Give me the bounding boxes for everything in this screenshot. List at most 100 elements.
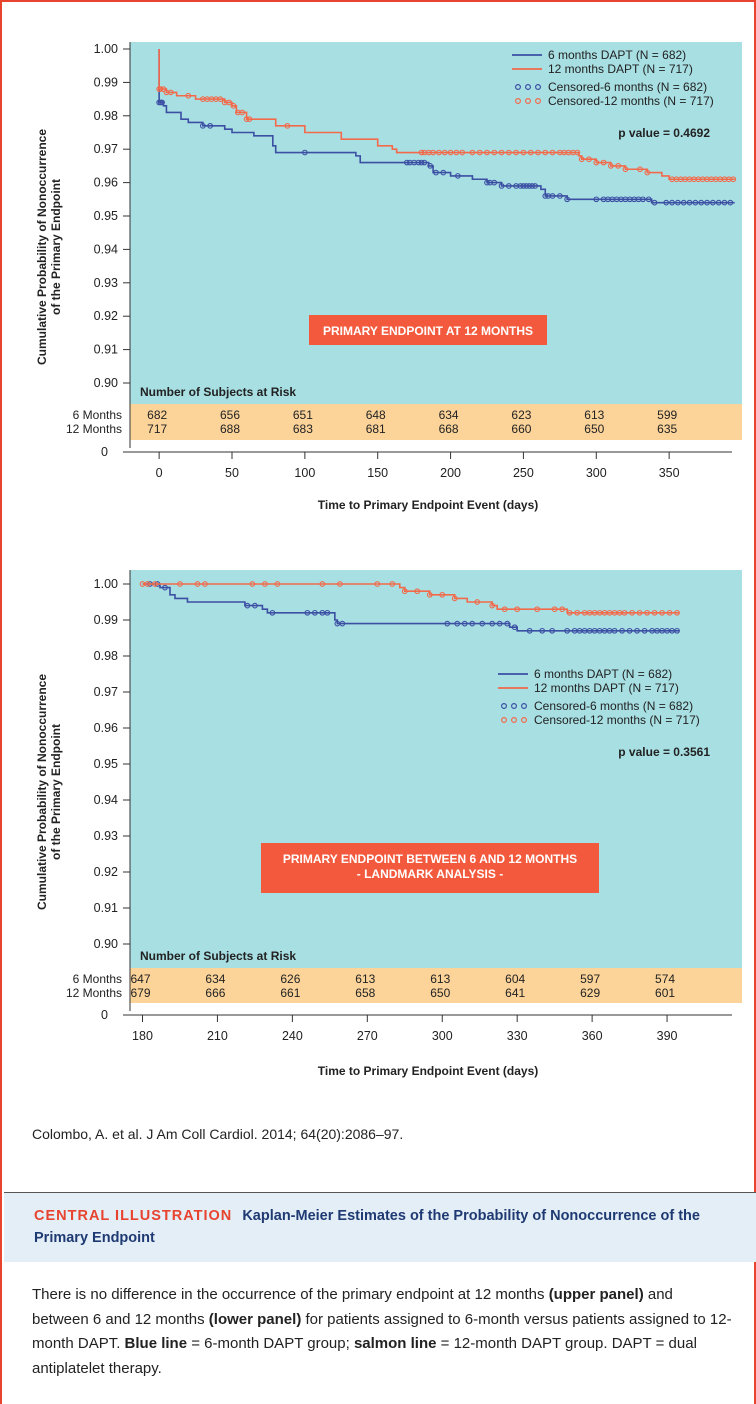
legend-circle-swatch [501, 703, 508, 710]
censor-mark-6-months [491, 179, 498, 186]
censor-mark-6-months [504, 620, 511, 627]
legend-label: Censored-6 months (N = 682) [548, 80, 707, 94]
censor-mark-6-months [498, 183, 505, 189]
risk-value: 641 [505, 986, 525, 1000]
censor-mark-12-months [513, 149, 519, 156]
legend-circle-swatch [501, 717, 508, 724]
y-axis-label-line: Cumulative Probability of Nonoccurrence [35, 129, 49, 365]
risk-value: 604 [505, 972, 525, 986]
x-tick-label: 240 [282, 1029, 303, 1043]
censor-mark-12-months [674, 609, 680, 616]
y-tick-label: 0.98 [94, 649, 118, 663]
censor-mark-12-months [157, 86, 164, 92]
y-tick-label: 0 [101, 1008, 108, 1022]
censor-mark-6-months [704, 199, 710, 206]
censor-mark-12-months [644, 169, 651, 176]
risk-value: 613 [430, 972, 450, 986]
y-tick-label: 0.96 [94, 176, 118, 190]
censor-mark-12-months [144, 581, 151, 587]
censor-mark-6-months [619, 627, 625, 634]
censor-mark-6-months [686, 199, 693, 206]
censor-mark-12-months [336, 581, 343, 587]
censor-mark-6-months [200, 122, 206, 129]
caption-title: Kaplan-Meier Estimates of the Probabilit… [34, 1208, 700, 1246]
risk-value: 597 [580, 972, 600, 986]
censor-mark-12-months [527, 149, 534, 156]
censor-mark-12-months [520, 149, 527, 156]
chart-title-box [261, 843, 599, 893]
y-tick-label: 0 [101, 445, 108, 459]
y-tick-label: 0.99 [94, 75, 118, 89]
y-tick-label: 0.90 [94, 937, 118, 951]
y-tick-label: 0.98 [94, 109, 118, 123]
censor-mark-12-months [559, 606, 565, 613]
censor-mark-6-months [669, 199, 675, 206]
censor-mark-6-months [641, 627, 648, 634]
censor-mark-6-months [511, 624, 518, 631]
censor-mark-12-months [426, 591, 433, 598]
censor-mark-6-months [645, 196, 652, 203]
risk-value: 613 [355, 972, 375, 986]
legend-circle-swatch [534, 97, 541, 104]
legend-circle-swatch [524, 83, 531, 90]
y-tick-label: 0.93 [94, 829, 118, 843]
censor-mark-12-months [217, 96, 224, 102]
censor-mark-12-months [476, 149, 483, 156]
censor-mark-12-months [414, 588, 421, 595]
caption-title-block: CENTRAL ILLUSTRATION Kaplan-Meier Estima… [34, 1205, 726, 1249]
legend-label: Censored-6 months (N = 682) [534, 699, 693, 713]
legend-circle-swatch [520, 717, 527, 724]
y-tick-label: 0.96 [94, 721, 118, 735]
censor-mark-12-months [586, 156, 592, 163]
censor-mark-12-months [489, 602, 496, 609]
censor-mark-6-months [549, 627, 556, 634]
legend-circle-swatch [514, 97, 521, 104]
legend-label: Censored-12 months (N = 717) [548, 94, 714, 108]
x-tick-label: 390 [657, 1029, 678, 1043]
risk-value: 683 [293, 422, 313, 436]
censor-mark-6-months [557, 193, 563, 199]
x-tick-label: 50 [225, 466, 239, 480]
censor-mark-12-months [491, 149, 498, 156]
censor-mark-6-months [675, 199, 681, 206]
censor-mark-6-months [469, 620, 476, 627]
censor-mark-6-months [252, 602, 258, 609]
risk-value: 661 [280, 986, 300, 1000]
y-tick-label: 0.95 [94, 757, 118, 771]
risk-value: 681 [366, 422, 386, 436]
censor-mark-6-months [159, 99, 165, 106]
censor-mark-6-months [549, 193, 556, 199]
y-axis-label: Cumulative Probability of Nonoccurrenceo… [35, 674, 63, 910]
x-tick-label: 100 [294, 466, 315, 480]
censor-mark-6-months [611, 627, 618, 634]
risk-value: 599 [657, 408, 677, 422]
censor-mark-12-months [574, 609, 580, 616]
x-tick-label: 180 [132, 1029, 153, 1043]
risk-value: 650 [584, 422, 604, 436]
censor-mark-12-months [551, 606, 558, 613]
risk-value: 682 [147, 408, 167, 422]
caption-run-1: (upper panel) [548, 1286, 644, 1303]
x-tick-label: 270 [357, 1029, 378, 1043]
caption-run-3: (lower panel) [208, 1310, 302, 1328]
legend-circle-swatch [520, 703, 527, 710]
risk-value: 656 [220, 408, 240, 422]
risk-value: 629 [580, 986, 600, 1000]
y-tick-label: 0.91 [94, 343, 118, 357]
risk-table-title: Number of Subjects at Risk [140, 949, 296, 963]
caption-run-6: = 6-month DAPT group; [187, 1335, 354, 1352]
censor-mark-12-months [194, 581, 201, 587]
x-axis-label: Time to Primary Endpoint Event (days) [318, 1064, 539, 1078]
censor-mark-12-months [202, 581, 208, 587]
censor-mark-12-months [374, 581, 381, 587]
caption-run-7: salmon line [353, 1335, 437, 1352]
y-tick-label: 0.95 [94, 209, 118, 223]
x-tick-label: 350 [659, 466, 680, 480]
legend-circle-swatch [514, 83, 521, 90]
caption-run-8: = 12-month DAPT group. DAPT = dual antip… [32, 1335, 697, 1377]
censor-mark-12-months [629, 609, 635, 616]
caption-body: There is no difference in the occurrence… [32, 1283, 732, 1381]
censor-mark-12-months [615, 163, 621, 169]
x-tick-label: 330 [507, 1029, 528, 1043]
x-tick-label: 360 [582, 1029, 603, 1043]
